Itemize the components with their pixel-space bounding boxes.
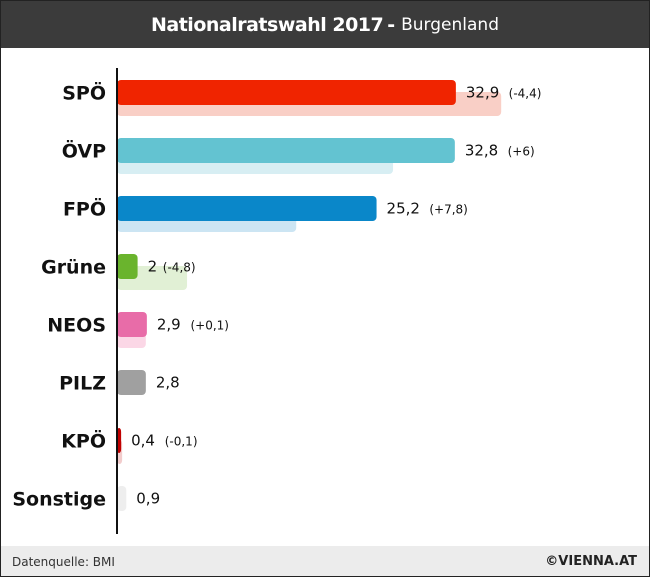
change-label: (+0,1)	[190, 319, 229, 333]
value-label: 0,9	[136, 490, 160, 508]
category-label: ÖVP	[62, 139, 106, 163]
value-label: 2,8	[156, 374, 180, 392]
data-source: Datenquelle: BMI	[12, 555, 115, 569]
value-label: 32,8	[465, 142, 498, 160]
bar-sp-	[117, 80, 456, 105]
bar-gr-ne	[117, 254, 138, 279]
category-label: FPÖ	[63, 197, 106, 221]
change-label: (-0,1)	[165, 435, 198, 449]
bar-sonstige	[117, 486, 127, 511]
value-label: 0,4	[131, 432, 155, 450]
category-label: Grüne	[41, 257, 106, 279]
title-separator: -	[387, 13, 396, 36]
bar--vp	[117, 138, 455, 163]
brand-logo: ©VIENNA.AT	[545, 554, 637, 569]
bar-kp-	[117, 428, 122, 453]
value-label: 2,9	[157, 316, 181, 334]
chart-title: Nationalratswahl 2017	[151, 13, 384, 36]
category-label: PILZ	[59, 373, 106, 395]
change-label: (+6)	[508, 145, 535, 159]
category-label: SPÖ	[62, 81, 106, 105]
category-label: Sonstige	[12, 489, 106, 511]
bar-neos	[117, 312, 147, 337]
change-label: (-4,4)	[509, 87, 542, 101]
category-label: KPÖ	[61, 429, 106, 453]
chart-header: Nationalratswahl 2017 - Burgenland	[1, 1, 649, 48]
bar-fp-	[117, 196, 377, 221]
chart-footer: Datenquelle: BMI ©VIENNA.AT	[1, 546, 649, 576]
value-label: 25,2	[387, 200, 420, 218]
value-label: 32,9	[466, 84, 499, 102]
bar-pilz	[117, 370, 146, 395]
category-label: NEOS	[47, 315, 106, 337]
change-label: (+7,8)	[429, 203, 468, 217]
value-label: 2	[148, 258, 158, 276]
change-label: (-4,8)	[163, 261, 196, 275]
chart-subtitle: Burgenland	[401, 14, 499, 35]
